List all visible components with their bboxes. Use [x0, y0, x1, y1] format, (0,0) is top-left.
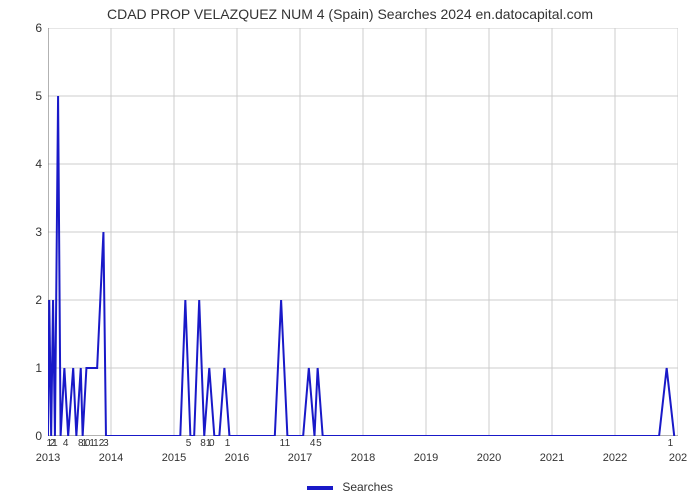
- x-minor-label: 1: [52, 438, 58, 449]
- x-major-label: 2022: [603, 452, 627, 464]
- x-minor-label: 1: [285, 438, 291, 449]
- x-minor-label: 4: [63, 438, 69, 449]
- x-major-label: 2020: [477, 452, 501, 464]
- x-major-label: 2019: [414, 452, 438, 464]
- x-major-label: 2013: [36, 452, 60, 464]
- x-major-label: 2016: [225, 452, 249, 464]
- plot-area: [48, 28, 678, 436]
- x-minor-label: 5: [316, 438, 322, 449]
- y-tick-label: 4: [35, 157, 42, 171]
- y-tick-label: 6: [35, 21, 42, 35]
- x-major-label: 2014: [99, 452, 123, 464]
- y-tick-label: 3: [35, 225, 42, 239]
- x-minor-label: 4: [310, 438, 316, 449]
- y-tick-label: 5: [35, 89, 42, 103]
- x-major-label: 2018: [351, 452, 375, 464]
- x-major-label: 2021: [540, 452, 564, 464]
- x-minor-label: 5: [186, 438, 192, 449]
- x-minor-label: 0: [209, 438, 215, 449]
- legend-label: Searches: [342, 480, 393, 494]
- x-major-label: 2017: [288, 452, 312, 464]
- legend-swatch: [307, 486, 333, 490]
- legend: Searches: [0, 480, 700, 494]
- x-minor-label: 1: [225, 438, 231, 449]
- x-minor-label: 1: [668, 438, 674, 449]
- x-minor-label: 3: [103, 438, 109, 449]
- x-major-label: 2015: [162, 452, 186, 464]
- chart-title: CDAD PROP VELAZQUEZ NUM 4 (Spain) Search…: [0, 6, 700, 22]
- chart-container: CDAD PROP VELAZQUEZ NUM 4 (Spain) Search…: [0, 0, 700, 500]
- y-tick-label: 1: [35, 361, 42, 375]
- x-major-label: 202: [669, 452, 687, 464]
- chart-svg: [48, 28, 678, 436]
- y-tick-label: 0: [35, 429, 42, 443]
- series-line: [48, 96, 674, 436]
- y-tick-label: 2: [35, 293, 42, 307]
